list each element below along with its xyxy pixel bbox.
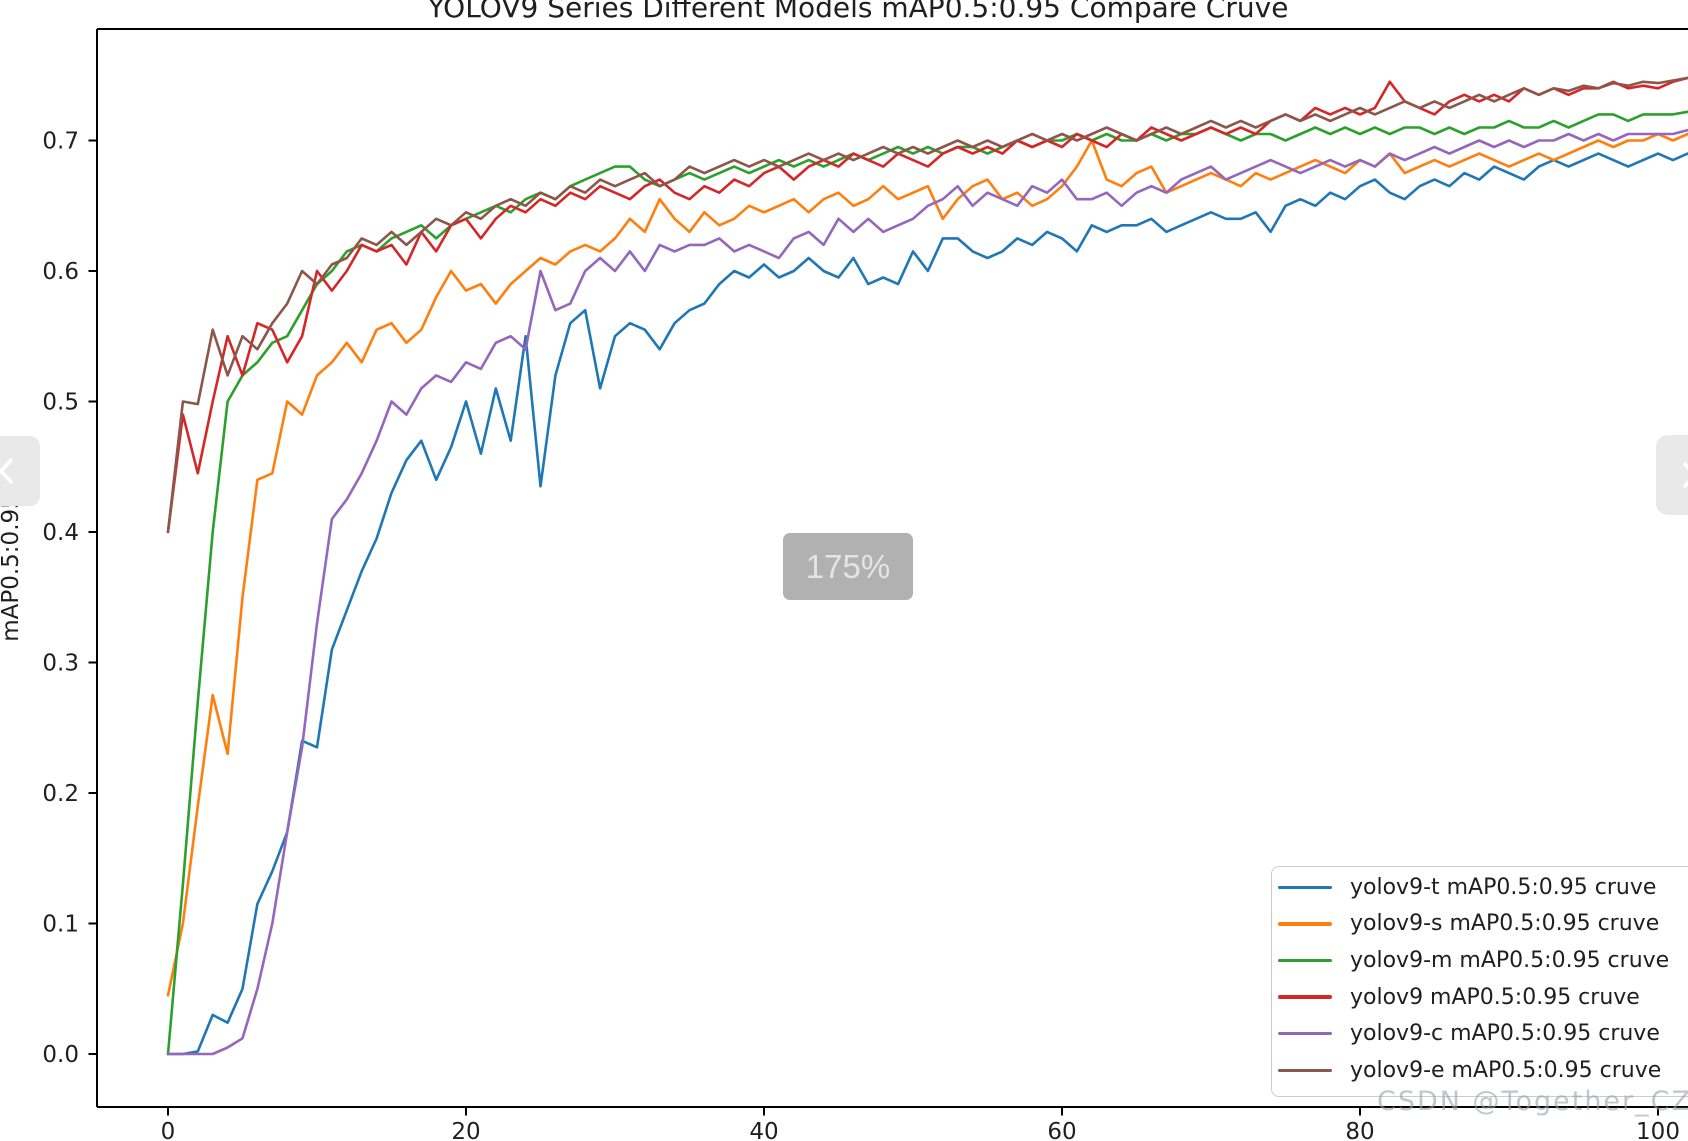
- series-line-yolov9-e: [166, 76, 1688, 534]
- legend-label: yolov9 mAP0.5:0.95 cruve: [1350, 984, 1640, 1010]
- x-tick-label: 0: [161, 1119, 176, 1141]
- legend-label: yolov9-m mAP0.5:0.95 cruve: [1350, 947, 1670, 973]
- series-line-yolov9-c: [166, 128, 1688, 1056]
- y-tick-label: 0.0: [42, 1042, 79, 1068]
- y-tick-label: 0.2: [42, 781, 79, 807]
- legend-item-yolov9-c: yolov9-c mAP0.5:0.95 cruve: [1272, 1015, 1688, 1052]
- x-tick-label: 20: [451, 1119, 480, 1141]
- legend-label: yolov9-s mAP0.5:0.95 cruve: [1350, 911, 1660, 937]
- legend-item-yolov9: yolov9 mAP0.5:0.95 cruve: [1272, 979, 1688, 1016]
- legend-item-yolov9-s: yolov9-s mAP0.5:0.95 cruve: [1272, 906, 1688, 943]
- axis-spines: [96, 28, 1688, 1108]
- prev-image-button[interactable]: [0, 436, 40, 506]
- legend-item-yolov9-t: yolov9-t mAP0.5:0.95 cruve: [1272, 869, 1688, 906]
- legend-line-sample: [1278, 995, 1332, 999]
- y-tick-label: 0.1: [42, 912, 79, 938]
- chevron-right-icon: [1683, 462, 1688, 488]
- legend-label: yolov9-t mAP0.5:0.95 cruve: [1350, 874, 1657, 900]
- chart-legend: yolov9-t mAP0.5:0.95 cruve yolov9-s mAP0.…: [1271, 866, 1688, 1097]
- y-tick-label: 0.4: [42, 520, 79, 546]
- series-line-yolov9-s: [166, 132, 1688, 997]
- y-tick-label: 0.6: [42, 259, 79, 285]
- y-tick-label: 0.5: [42, 390, 79, 416]
- y-tick-label: 0.7: [42, 129, 79, 155]
- y-tick-label: 0.3: [42, 651, 79, 677]
- x-tick-label: 80: [1345, 1119, 1374, 1141]
- legend-label: yolov9-e mAP0.5:0.95 cruve: [1350, 1057, 1662, 1083]
- x-tick-label: 40: [749, 1119, 778, 1141]
- legend-line-sample: [1278, 922, 1332, 926]
- legend-line-sample: [1278, 958, 1332, 963]
- legend-item-yolov9-e: yolov9-e mAP0.5:0.95 cruve: [1272, 1052, 1688, 1089]
- legend-line-sample: [1278, 1068, 1332, 1072]
- series-line-yolov9-t: [166, 152, 1688, 1056]
- chevron-left-icon: [0, 458, 13, 484]
- x-tick-label: 100: [1636, 1119, 1680, 1141]
- next-image-button[interactable]: [1656, 435, 1688, 515]
- watermark-text: CSDN @Together_CZ: [1377, 1086, 1688, 1117]
- zoom-level-text: 175%: [805, 547, 891, 585]
- series-line-yolov9-m: [166, 110, 1688, 1056]
- x-tick-label: 60: [1047, 1119, 1076, 1141]
- legend-line-sample: [1278, 885, 1332, 889]
- browser-zoom-indicator: 175%: [783, 533, 913, 600]
- legend-item-yolov9-m: yolov9-m mAP0.5:0.95 cruve: [1272, 942, 1688, 979]
- chart-title: YOLOV9 Series Different Models mAP0.5:0.…: [427, 0, 1289, 24]
- legend-label: yolov9-c mAP0.5:0.95 cruve: [1350, 1021, 1660, 1047]
- legend-line-sample: [1278, 1031, 1332, 1036]
